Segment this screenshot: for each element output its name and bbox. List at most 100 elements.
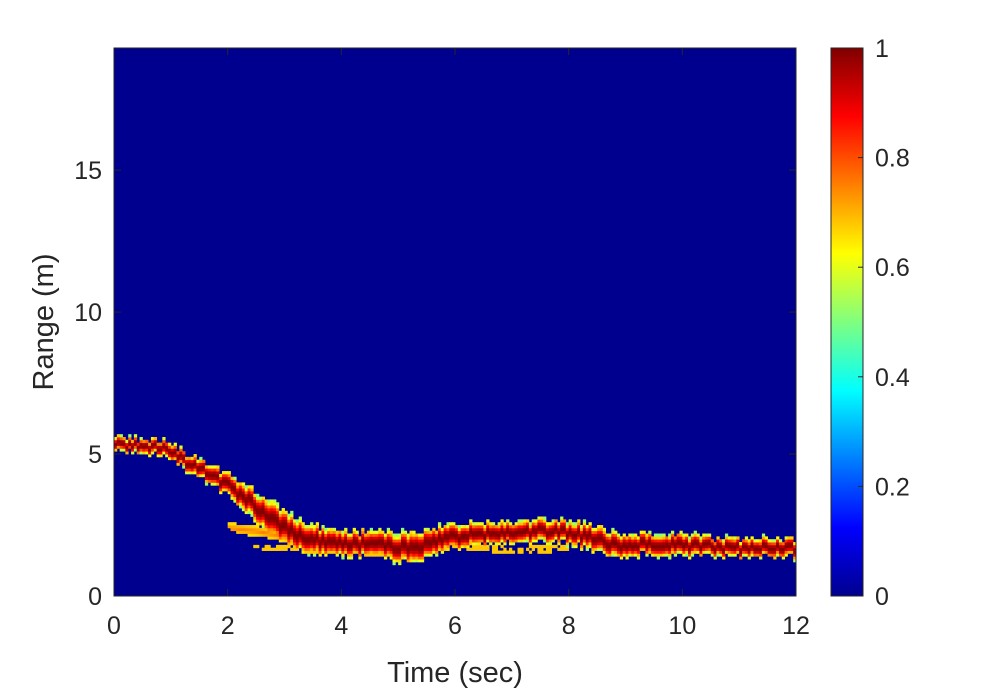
heatmap-cell xyxy=(176,456,180,461)
heatmap-cell xyxy=(466,530,470,534)
heatmap-cell xyxy=(381,550,385,554)
heatmap-cell xyxy=(386,527,391,532)
heatmap-cell xyxy=(304,547,308,551)
heatmap-cell xyxy=(437,525,442,529)
heatmap-cell xyxy=(347,544,351,549)
heatmap-cell xyxy=(528,544,533,549)
heatmap-cell xyxy=(494,530,499,534)
heatmap-cell xyxy=(429,536,433,540)
heatmap-cell xyxy=(625,536,629,540)
heatmap-cell xyxy=(301,547,305,551)
heatmap-cell xyxy=(489,533,493,537)
heatmap-cell xyxy=(531,533,535,537)
heatmap-cell xyxy=(568,539,572,543)
heatmap-cell xyxy=(582,525,587,529)
heatmap-cell xyxy=(636,556,641,560)
heatmap-cell xyxy=(514,525,518,529)
heatmap-cell xyxy=(506,522,510,526)
heatmap-cell xyxy=(398,553,402,557)
heatmap-cell xyxy=(185,471,189,475)
heatmap-cell xyxy=(679,536,683,540)
heatmap-cell xyxy=(241,507,246,512)
heatmap-cell xyxy=(227,473,231,478)
heatmap-cell xyxy=(645,542,649,546)
heatmap-cell xyxy=(256,525,260,529)
heatmap-cell xyxy=(432,533,436,537)
heatmap-cell xyxy=(278,527,283,532)
heatmap-cell xyxy=(409,530,413,534)
heatmap-cell xyxy=(267,502,271,506)
heatmap-cell xyxy=(298,530,302,534)
heatmap-cell xyxy=(193,468,197,472)
heatmap-cell xyxy=(261,527,266,532)
heatmap-cell xyxy=(139,451,143,455)
heatmap-cell xyxy=(611,533,615,537)
heatmap-cell xyxy=(401,544,405,549)
heatmap-cell xyxy=(395,547,399,551)
heatmap-cell xyxy=(420,542,425,546)
heatmap-cell xyxy=(216,476,220,480)
heatmap-cell xyxy=(747,544,751,549)
heatmap-cell xyxy=(310,522,314,526)
heatmap-cell xyxy=(614,544,618,549)
heatmap-cell xyxy=(310,533,314,537)
heatmap-cell xyxy=(398,559,402,563)
heatmap-cell xyxy=(639,542,643,546)
heatmap-cell xyxy=(449,542,453,546)
heatmap-cell xyxy=(670,539,675,543)
heatmap-cell xyxy=(568,533,572,537)
heatmap-cell xyxy=(625,539,629,543)
heatmap-cell xyxy=(324,530,328,534)
heatmap-cell xyxy=(423,533,427,537)
heatmap-cell xyxy=(409,542,413,546)
heatmap-cell xyxy=(784,547,788,551)
heatmap-cell xyxy=(230,479,234,483)
heatmap-cell xyxy=(659,539,663,543)
heatmap-cell xyxy=(335,547,339,551)
heatmap-cell xyxy=(631,533,635,537)
heatmap-cell xyxy=(432,544,436,549)
heatmap-cell xyxy=(244,488,248,492)
heatmap-cell xyxy=(275,530,280,534)
heatmap-cell xyxy=(707,550,712,554)
heatmap-cell xyxy=(616,544,621,549)
heatmap-cell xyxy=(793,544,797,549)
heatmap-cell xyxy=(293,527,297,532)
heatmap-cell xyxy=(670,550,675,554)
y-tick-label: 5 xyxy=(88,441,102,469)
heatmap-cell xyxy=(312,542,317,546)
heatmap-cell xyxy=(437,527,442,532)
colorbar-tick-label: 0.6 xyxy=(875,254,910,282)
heatmap-cell xyxy=(511,542,516,546)
heatmap-cell xyxy=(548,527,553,532)
heatmap-cell xyxy=(432,539,436,543)
heatmap-cell xyxy=(568,536,572,540)
heatmap-cell xyxy=(511,550,516,554)
heatmap-cell xyxy=(770,547,774,551)
heatmap-cell xyxy=(474,527,479,532)
heatmap-cell xyxy=(122,442,126,446)
heatmap-cell xyxy=(366,533,371,537)
heatmap-cell xyxy=(543,544,547,549)
heatmap-cell xyxy=(446,525,450,529)
heatmap-cell xyxy=(383,550,388,554)
heatmap-cell xyxy=(281,544,285,549)
heatmap-cell xyxy=(611,550,615,554)
heatmap-cell xyxy=(790,547,794,551)
heatmap-cell xyxy=(207,465,212,469)
heatmap-cell xyxy=(491,533,496,537)
heatmap-cell xyxy=(361,547,365,551)
heatmap-cell xyxy=(386,530,391,534)
heatmap-cell xyxy=(730,539,734,543)
heatmap-cell xyxy=(210,473,214,478)
heatmap-cell xyxy=(321,550,325,554)
heatmap-cell xyxy=(361,544,365,549)
heatmap-cell xyxy=(233,493,237,498)
heatmap-cell xyxy=(713,556,717,560)
heatmap-cell xyxy=(508,527,513,532)
heatmap-cell xyxy=(540,544,544,549)
heatmap-cell xyxy=(514,522,518,526)
heatmap-cell xyxy=(574,536,578,540)
heatmap-cell xyxy=(670,530,675,534)
heatmap-cell xyxy=(739,556,743,560)
